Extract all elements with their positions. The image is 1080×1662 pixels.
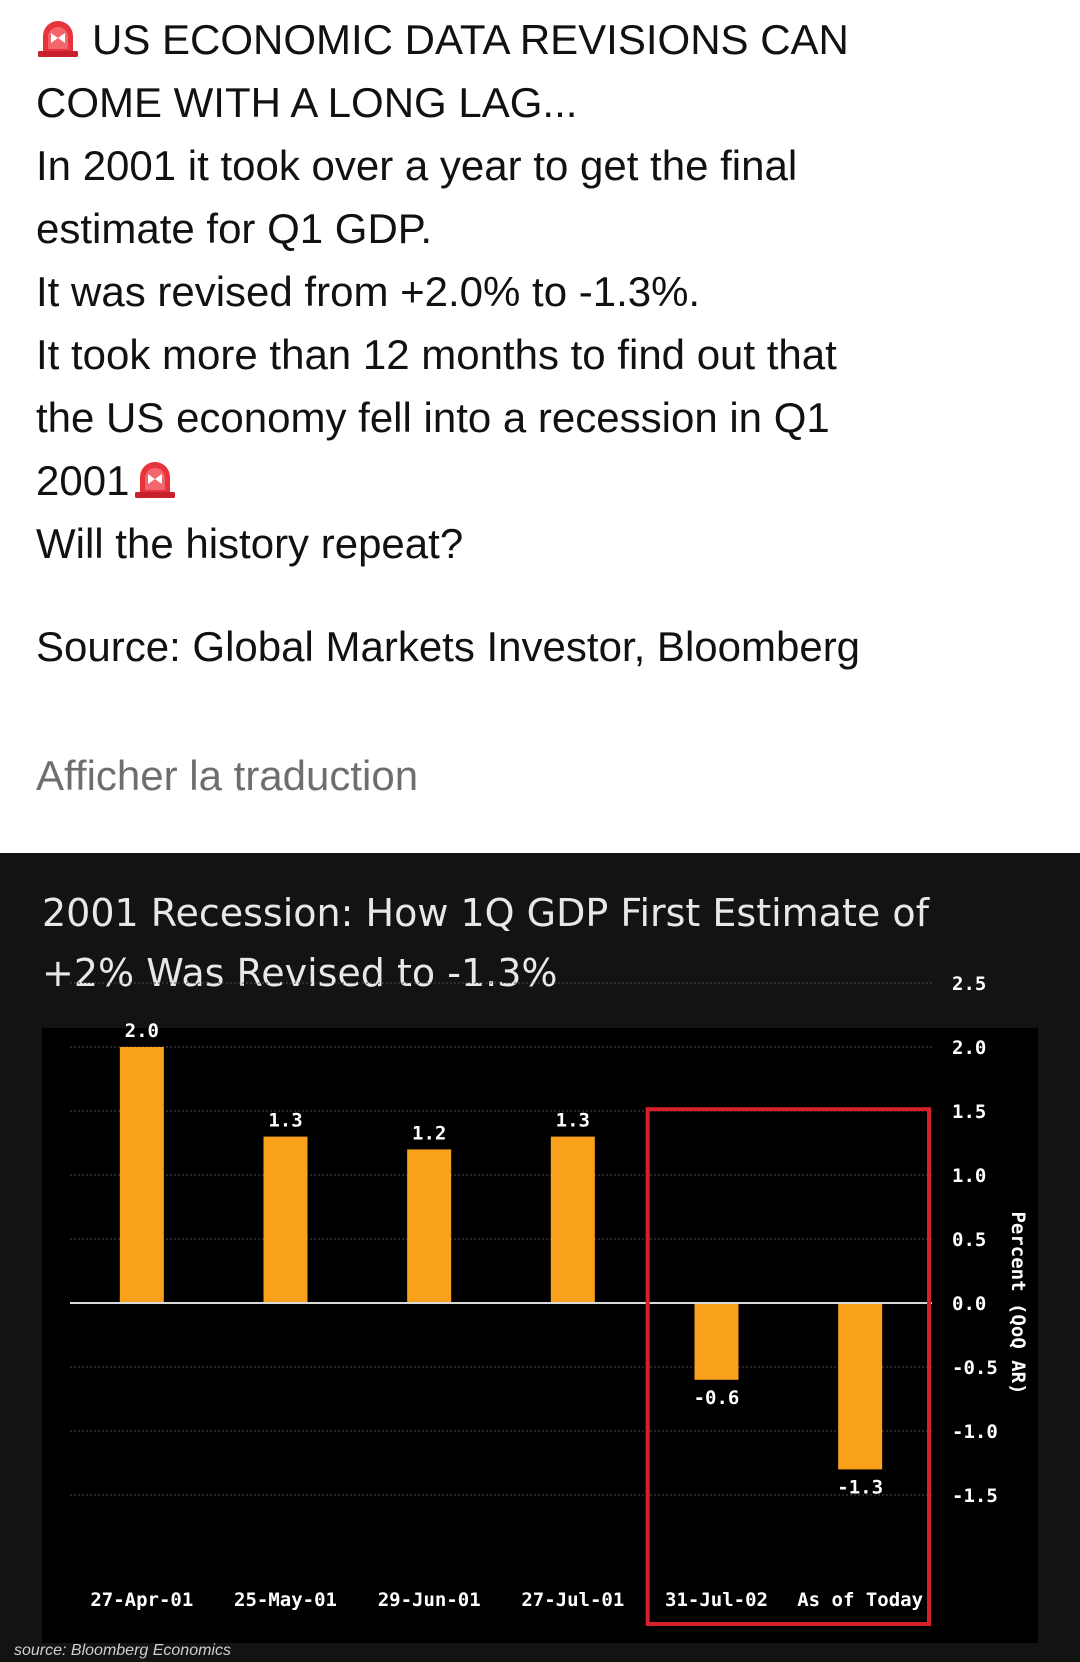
y-tick-label: -1.0 [952,1421,998,1443]
headline-text-1: US ECONOMIC DATA REVISIONS CAN [92,16,849,63]
y-tick-label: 1.0 [952,1165,986,1187]
value-label: 2.0 [125,1020,159,1042]
x-tick-labels: 27-Apr-01 25-May-01 29-Jun-01 27-Jul-01 31-J… [90,1589,923,1611]
bar [407,1149,452,1303]
y-tick-label: 1.5 [952,1101,986,1123]
y-tick-labels: 2.5 2.0 1.5 1.0 0.5 0.0 -0.5 -1.0 -1.5 [952,973,998,1507]
y-tick-label: 0.5 [952,1229,986,1251]
body-line-4: It took more than 12 months to find out … [36,331,837,378]
y-tick-label: 2.0 [952,1037,986,1059]
value-labels: 2.0 1.3 1.2 1.3 -0.6 -1.3 [125,1020,883,1498]
body-line-2: estimate for Q1 GDP. [36,205,433,252]
post-text: US ECONOMIC DATA REVISIONS CAN COME WITH… [36,8,1046,678]
value-label: -1.3 [837,1476,883,1498]
chart-title: 2001 Recession: How 1Q GDP First Estimat… [42,883,1042,1003]
body-line-3: It was revised from +2.0% to -1.3%. [36,268,701,315]
x-tick-label: 29-Jun-01 [378,1589,481,1611]
siren-icon [135,462,176,498]
headline-line-2: COME WITH A LONG LAG... [36,79,578,126]
y-tick-label: 0.0 [952,1293,986,1315]
value-label: 1.2 [412,1122,446,1144]
plot-background [42,1028,1038,1643]
x-tick-label: 27-Apr-01 [90,1589,193,1611]
x-tick-label: As of Today [797,1589,923,1611]
body-line-6: 2001 [36,449,1046,512]
bar [838,1303,883,1470]
bars [119,1047,883,1470]
headline-line-1: US ECONOMIC DATA REVISIONS CAN [36,8,1046,71]
translate-link[interactable]: Afficher la traduction [36,752,419,799]
chart-title-line-2: +2% Was Revised to -1.3% [42,951,558,995]
x-tick-label: 31-Jul-02 [665,1589,768,1611]
value-label: 1.3 [268,1110,302,1132]
bar [550,1136,595,1303]
y-tick-label: -1.5 [952,1485,998,1507]
y-tick-label: 2.5 [952,973,986,995]
y-axis-label: Percent (QoQ AR) [1007,1211,1029,1394]
bar [694,1303,739,1380]
body-line-1: In 2001 it took over a year to get the f… [36,142,798,189]
body-text-6: 2001 [36,457,130,504]
post-source: Source: Global Markets Investor, Bloombe… [36,623,861,670]
bar [119,1047,164,1303]
body-line-7: Will the history repeat? [36,520,464,567]
x-tick-label: 25-May-01 [234,1589,337,1611]
chart-source-note: source: Bloomberg Economics [14,1642,231,1659]
body-line-5: the US economy fell into a recession in … [36,394,830,441]
chart-title-line-1: 2001 Recession: How 1Q GDP First Estimat… [42,891,929,935]
value-label: 1.3 [556,1110,590,1132]
y-tick-label: -0.5 [952,1357,998,1379]
siren-icon [38,21,78,57]
x-tick-label: 27-Jul-01 [521,1589,624,1611]
gdp-revision-chart: 2.0 1.3 1.2 1.3 -0.6 -1.3 2.5 2.0 1.5 1.0 0.5 0.0 -… [42,973,1038,1643]
highlight-box [645,1107,932,1626]
value-label: -0.6 [694,1387,740,1409]
chart-image: 2001 Recession: How 1Q GDP First Estimat… [0,853,1080,1662]
bar [263,1136,308,1303]
